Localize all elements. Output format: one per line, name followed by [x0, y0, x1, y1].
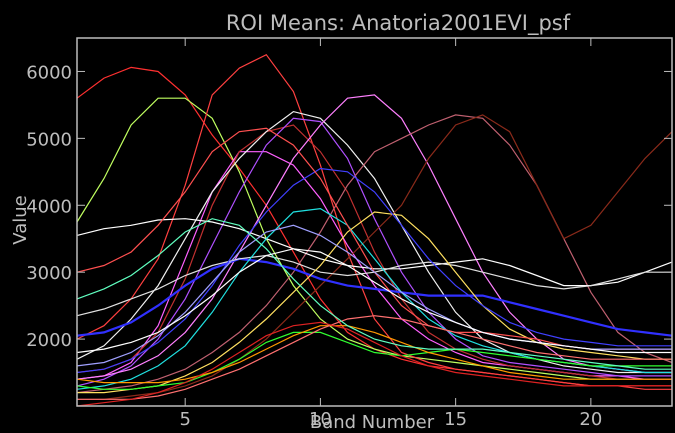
series-line-5 — [76, 124, 672, 380]
x-axis-label: Band Number — [310, 412, 435, 433]
series-line-23 — [76, 218, 672, 370]
x-tick-label: 10 — [309, 409, 332, 430]
series-line-12 — [76, 257, 673, 337]
y-tick-label: 6000 — [26, 62, 72, 83]
x-tick-label: 20 — [579, 409, 602, 430]
ticks-layer: 5 10 15 20 2000 3000 4000 5000 6000 — [26, 38, 672, 430]
series-line-10 — [77, 114, 673, 400]
chart-title: ROI Means: Anatoria2001EVI_psf — [226, 11, 571, 36]
y-axis-label: Value — [10, 195, 31, 244]
series-line-9 — [76, 114, 673, 394]
y-tick-label: 3000 — [26, 263, 72, 284]
series-line-21 — [77, 315, 672, 400]
x-tick-label: 15 — [444, 409, 467, 430]
y-tick-label: 5000 — [26, 129, 72, 150]
series-line-8 — [76, 94, 672, 380]
series-line-2 — [76, 97, 672, 380]
y-tick-label: 2000 — [26, 330, 72, 351]
x-tick-label: 5 — [179, 409, 190, 430]
series-line-19 — [76, 325, 672, 384]
series-line-17 — [76, 331, 672, 390]
series-layer — [76, 53, 673, 407]
series-line-22 — [76, 321, 672, 407]
series-line-11 — [76, 218, 673, 287]
series-line-4 — [76, 151, 672, 380]
series-line-16 — [76, 167, 672, 374]
series-line-15 — [77, 211, 672, 394]
series-line-7 — [76, 110, 672, 374]
series-line-6 — [76, 117, 672, 387]
series-line-1 — [76, 66, 672, 387]
y-tick-label: 4000 — [26, 196, 72, 217]
series-line-3 — [76, 53, 672, 390]
series-line-20 — [76, 224, 672, 367]
plot-frame — [76, 37, 673, 407]
series-line-24 — [76, 248, 672, 354]
